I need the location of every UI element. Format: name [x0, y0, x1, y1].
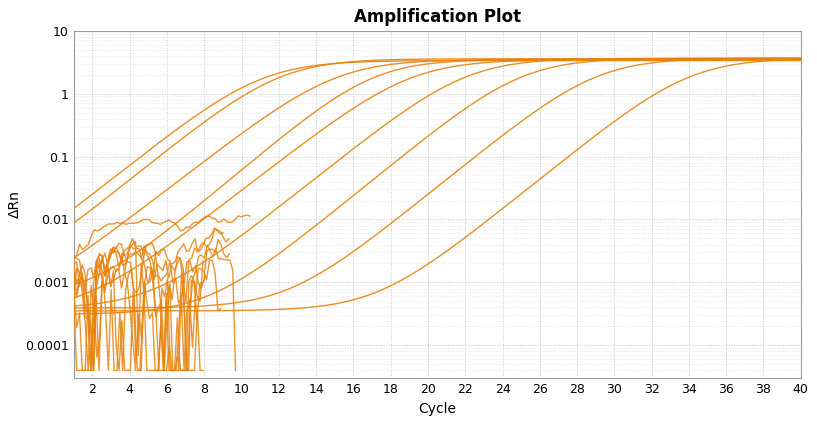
Y-axis label: ΔRn: ΔRn [8, 190, 22, 218]
X-axis label: Cycle: Cycle [418, 402, 456, 416]
Title: Amplification Plot: Amplification Plot [354, 8, 521, 26]
